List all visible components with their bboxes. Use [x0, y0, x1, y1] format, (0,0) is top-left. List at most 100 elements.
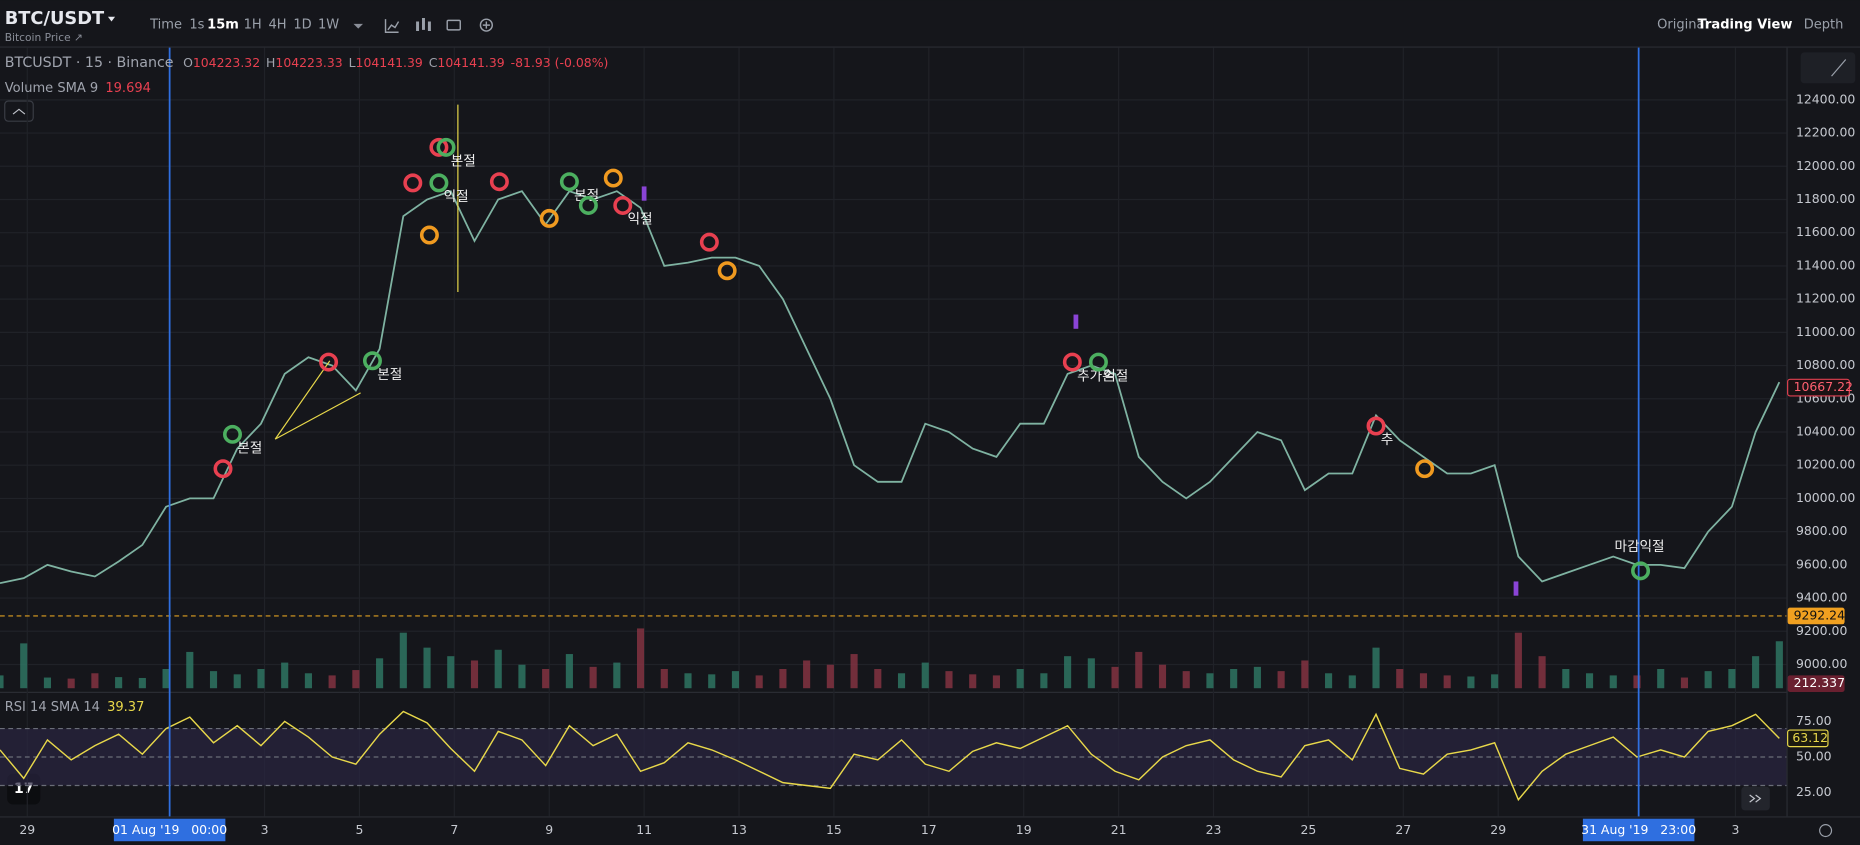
trade-marker[interactable] — [223, 424, 242, 444]
alert-tag-label: 9292.24 — [1794, 607, 1846, 622]
ohlc-key: O — [183, 55, 193, 70]
trade-marker[interactable] — [436, 137, 456, 157]
volume-bar — [43, 677, 52, 689]
interval-button[interactable]: 1D — [293, 18, 311, 33]
volume-bar — [826, 664, 834, 689]
subtitle[interactable]: Bitcoin Price ↗ — [5, 31, 83, 44]
trade-marker[interactable] — [213, 459, 233, 479]
collapse-arrow — [12, 108, 26, 115]
symbol-dropdown[interactable] — [107, 16, 116, 22]
view-tab[interactable]: Trading View — [1698, 18, 1793, 33]
symbol[interactable]: BTC/USDT — [5, 8, 105, 29]
marker-label: 추 — [1381, 432, 1394, 448]
volume-bar — [1111, 666, 1119, 689]
view-tab[interactable]: Depth — [1804, 18, 1844, 33]
trade-marker[interactable] — [613, 195, 633, 215]
rsi-tag-label: 63.12 — [1792, 730, 1828, 745]
volume-bar — [1064, 656, 1072, 689]
price-tick-label: 9600.00 — [1796, 556, 1848, 571]
price-tick-label: 11600.00 — [1796, 224, 1855, 239]
trade-marker[interactable] — [539, 208, 559, 228]
trade-marker[interactable] — [1088, 352, 1108, 372]
price-tick-label: 9400.00 — [1796, 590, 1848, 605]
add-icon[interactable] — [479, 18, 493, 32]
ohlc-key: L — [349, 55, 356, 70]
volume-bar — [1040, 673, 1048, 689]
marker-label: 본절 — [237, 441, 262, 457]
volume-bar — [874, 668, 882, 689]
volume-tag-label: 212.337 — [1794, 675, 1845, 690]
trade-marker[interactable] — [1631, 561, 1651, 581]
volume-bar — [565, 654, 573, 689]
trade-marker[interactable] — [419, 225, 439, 245]
chart-type-icon[interactable] — [416, 17, 431, 32]
crosshair-label: 31 Aug '19 23:00 — [1581, 822, 1696, 837]
volume-bar — [708, 674, 716, 689]
add-icon-plus — [482, 21, 490, 29]
volume-legend: Volume SMA 9 19.694 — [5, 80, 151, 95]
trade-marker[interactable] — [559, 172, 579, 192]
rsi-line — [0, 710, 1780, 802]
ohlc-value: 104141.39 — [356, 55, 423, 70]
collapse-button[interactable] — [4, 100, 34, 122]
trade-marker[interactable] — [578, 195, 598, 215]
trade-marker[interactable] — [1062, 352, 1082, 372]
interval-button[interactable]: 4H — [269, 18, 287, 33]
trade-marker[interactable] — [699, 232, 719, 252]
trend-line — [274, 392, 361, 440]
volume-bar — [1514, 632, 1522, 689]
trade-marker[interactable] — [1415, 459, 1435, 479]
volume-bar — [209, 671, 218, 689]
price-tick-label: 10400.00 — [1796, 423, 1855, 438]
volume-bar — [921, 662, 929, 689]
view-tab[interactable]: Original — [1657, 18, 1708, 33]
volume-bar — [945, 671, 953, 689]
trade-marker[interactable] — [1366, 416, 1386, 436]
interval-button[interactable]: 1W — [318, 18, 339, 33]
price-tick-label: 9200.00 — [1796, 623, 1848, 638]
drawing-tools[interactable] — [1800, 52, 1856, 84]
time-tick-label: 7 — [450, 822, 458, 837]
volume-bar — [1633, 675, 1641, 689]
marker-label: 추가손 — [1077, 368, 1115, 384]
ohlc-value: 104223.32 — [193, 55, 260, 70]
volume-bar — [660, 668, 668, 689]
volume-bar — [91, 673, 99, 689]
more-intervals[interactable] — [353, 23, 363, 29]
marker-label: 익절 — [444, 189, 469, 205]
price-tick-label: 10800.00 — [1796, 357, 1855, 372]
price-tick-label: 11000.00 — [1796, 324, 1855, 339]
time-tick-label: 15 — [826, 822, 842, 837]
volume-bar — [494, 649, 502, 689]
interval-button[interactable]: 1s — [189, 18, 204, 33]
volume-bar — [1396, 668, 1404, 689]
volume-bar — [1491, 674, 1499, 689]
trade-marker[interactable] — [429, 173, 449, 193]
trade-marker[interactable] — [717, 261, 737, 281]
trade-marker[interactable] — [429, 137, 449, 157]
interval-button[interactable]: 1H — [244, 18, 262, 33]
interval-button[interactable]: 15m — [207, 18, 239, 33]
volume-bar — [1016, 668, 1024, 689]
trade-marker[interactable] — [603, 168, 623, 188]
trade-marker[interactable] — [403, 173, 423, 193]
volume-bar — [67, 678, 75, 689]
trade-marker[interactable] — [362, 351, 382, 371]
price-tick-label: 12200.00 — [1796, 125, 1855, 140]
volume-bar — [233, 674, 241, 689]
volume-bar — [1443, 675, 1451, 689]
trade-marker[interactable] — [319, 352, 339, 372]
crosshair-tag — [113, 818, 226, 842]
trade-marker[interactable] — [489, 172, 509, 192]
rsi-legend: RSI 14 SMA 14 39.37 — [5, 700, 145, 715]
price-tick-label: 9000.00 — [1796, 656, 1848, 671]
snapshot-icon[interactable] — [446, 19, 461, 31]
crosshair-tag — [1582, 818, 1695, 842]
volume-bar — [304, 673, 312, 689]
volume-bar — [162, 668, 170, 689]
indicator-icon[interactable] — [384, 19, 400, 33]
interval-button[interactable]: Time — [149, 18, 182, 33]
settings-icon[interactable] — [1819, 824, 1833, 838]
scroll-right[interactable] — [1741, 786, 1770, 811]
